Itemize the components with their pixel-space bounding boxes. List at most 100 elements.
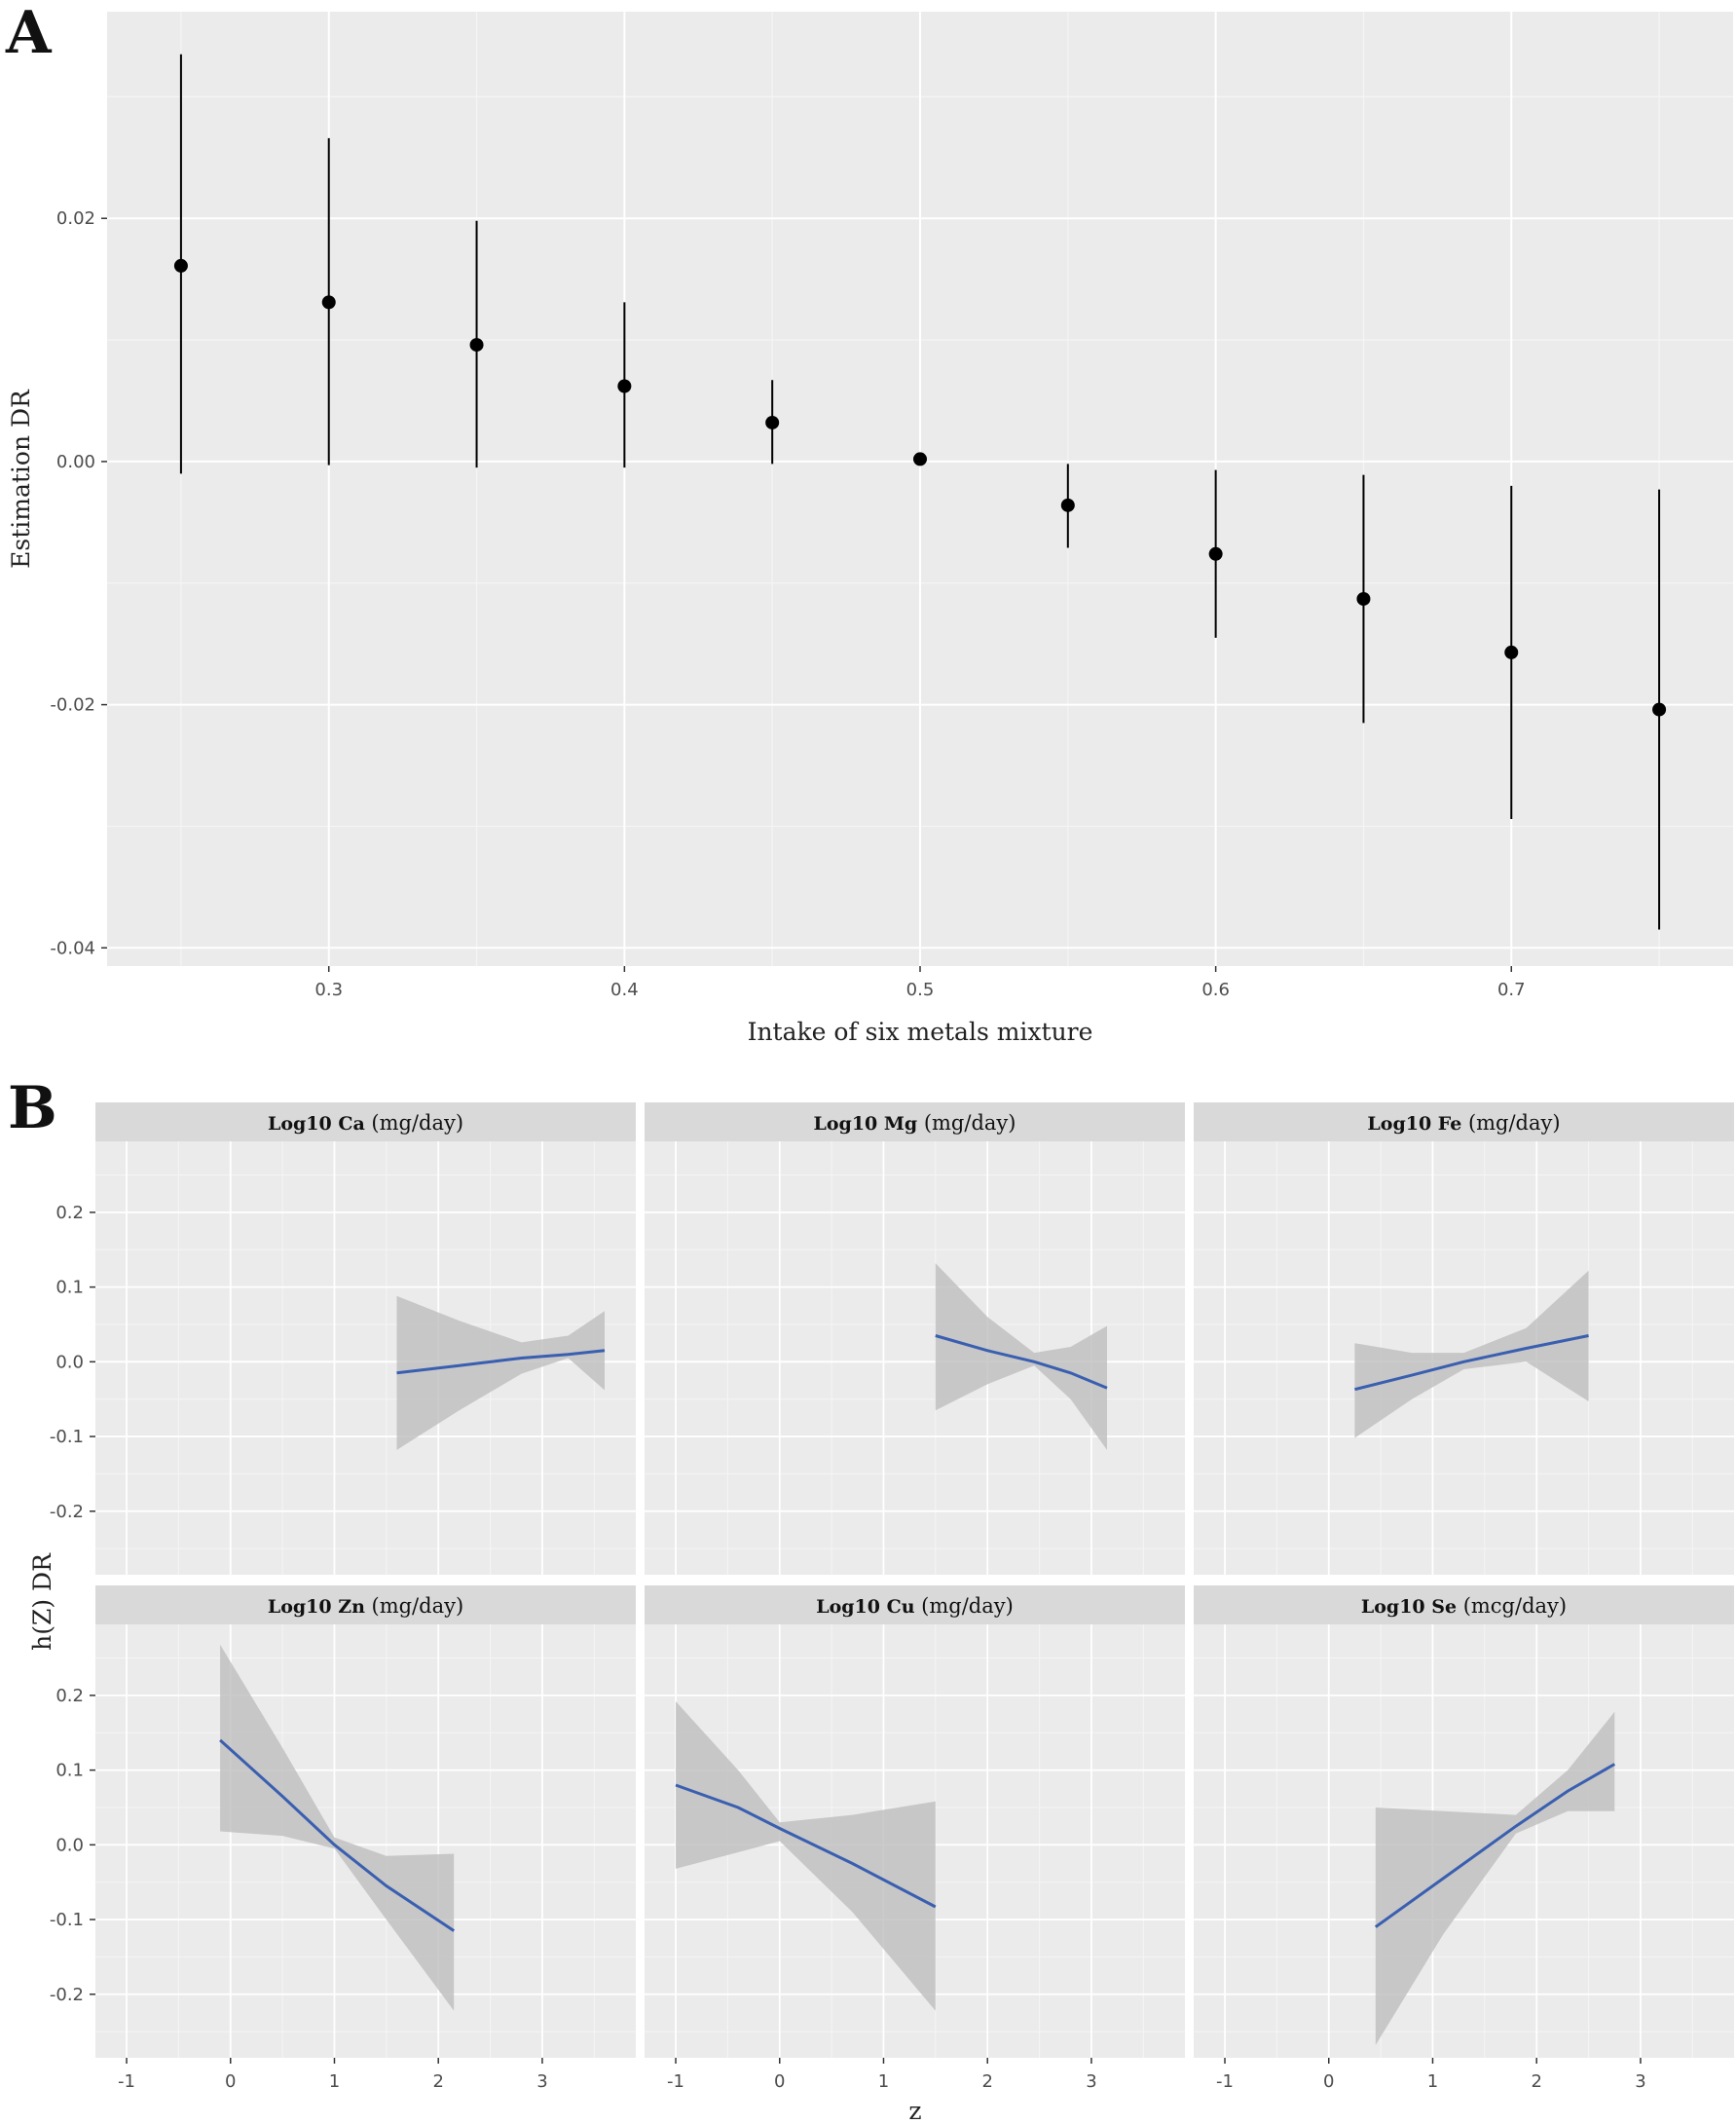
x-tick-label: 0.7 [1497, 980, 1526, 1000]
x-tick-label: 3 [1635, 2071, 1645, 2092]
y-tick-label: 0.0 [55, 1352, 84, 1372]
facet-strip-label: Log10 Fe (mg/day) [1367, 1111, 1560, 1135]
x-tick-label: 2 [1531, 2071, 1541, 2092]
facet-strip-label: Log10 Mg (mg/day) [814, 1111, 1016, 1135]
x-tick-label: 1 [329, 2071, 340, 2092]
facet-plot-area [95, 1624, 636, 2058]
facet-strip [1194, 1585, 1734, 1624]
facet-log10-fe: Log10 Fe (mg/day) [1194, 1102, 1734, 1575]
data-point [469, 338, 484, 353]
facet-log10-cu: Log10 Cu (mg/day) [645, 1585, 1185, 2058]
panel-b-y-axis-title: h(Z) DR [28, 1552, 56, 1651]
facet-strip-label: Log10 Zn (mg/day) [268, 1594, 463, 1618]
x-tick-label: 1 [1427, 2071, 1438, 2092]
facet-element: Log10 Ca [268, 1113, 371, 1135]
y-tick-label: -0.2 [50, 1502, 84, 1522]
facet-unit: (mg/day) [921, 1594, 1014, 1618]
confidence-band [676, 1701, 936, 2011]
panel-a-chart: 0.3 0.4 0.5 0.6 0.7 0.02 0.00 -0.02 -0.04 Intake… [7, 12, 1733, 1046]
y-tick-label: 0.02 [56, 208, 95, 229]
facet-strip [645, 1102, 1185, 1141]
data-point [913, 452, 927, 466]
facet-strip [645, 1585, 1185, 1624]
data-point [173, 258, 188, 273]
y-tick-label: -0.04 [50, 938, 95, 958]
facet-strip [1194, 1102, 1734, 1141]
series-line [1374, 1763, 1616, 1928]
panel-a-x-axis-title: Intake of six metals mixture [748, 1018, 1093, 1046]
data-point [1652, 702, 1667, 717]
facet-element: Log10 Cu [816, 1596, 921, 1618]
x-tick-label: 3 [536, 2071, 547, 2092]
x-tick-label: 0.5 [906, 980, 935, 1000]
x-tick-label: 0.3 [314, 980, 343, 1000]
series-line [675, 1783, 937, 1909]
panel-b-x-ticks: -1 0 1 2 3 -1 0 1 2 3 -1 0 1 2 3 [118, 2058, 1646, 2092]
y-tick-label: -0.1 [50, 1427, 84, 1447]
facet-log10-zn: Log10 Zn (mg/day) [95, 1585, 636, 2058]
y-tick-label: 0.00 [56, 452, 95, 472]
facet-element: Log10 Fe [1367, 1113, 1468, 1135]
x-tick-label: 2 [432, 2071, 443, 2092]
data-point [1208, 546, 1223, 561]
panel-a-marks [173, 54, 1667, 930]
panel-a-ticks: 0.3 0.4 0.5 0.6 0.7 0.02 0.00 -0.02 -0.04 [50, 208, 1525, 1000]
facet-log10-se: Log10 Se (mcg/day) [1194, 1585, 1734, 2058]
series-line [219, 1738, 456, 1932]
x-tick-label: 0 [225, 2071, 236, 2092]
data-point [1060, 498, 1075, 512]
x-tick-label: 2 [981, 2071, 992, 2092]
facet-log10-ca: Log10 Ca (mg/day) [95, 1102, 636, 1575]
confidence-band [935, 1263, 1107, 1450]
panel-a-y-axis-title: Estimation DR [7, 389, 35, 569]
data-point [765, 415, 780, 429]
series-line [396, 1349, 606, 1375]
facet-strip [95, 1585, 636, 1624]
y-tick-label: -0.02 [50, 695, 95, 716]
y-tick-label: 0.1 [55, 1278, 84, 1298]
series-line [935, 1334, 1108, 1390]
panel-b-chart: Log10 Ca (mg/day) Log10 Mg (mg/day) Log10 … [28, 1102, 1734, 2124]
data-point [1504, 645, 1519, 659]
x-tick-label: 3 [1086, 2071, 1096, 2092]
x-tick-label: -1 [118, 2071, 135, 2092]
x-tick-label: 1 [878, 2071, 889, 2092]
confidence-band [1354, 1270, 1589, 1438]
y-tick-label: 0.0 [55, 1835, 84, 1855]
y-tick-label: -0.1 [50, 1910, 84, 1930]
facet-strip-label: Log10 Se (mcg/day) [1361, 1594, 1567, 1618]
facet-strip-label: Log10 Cu (mg/day) [816, 1594, 1014, 1618]
panel-a-letter: A [5, 0, 53, 67]
panel-b-y-ticks: 0.2 0.1 0.0 -0.1 -0.2 0.2 0.1 0.0 -0.1 -0.2 [50, 1203, 95, 2005]
facet-log10-mg: Log10 Mg (mg/day) [645, 1102, 1185, 1575]
facet-strip-label: Log10 Ca (mg/day) [268, 1111, 463, 1135]
x-tick-label: 0.6 [1201, 980, 1230, 1000]
data-point [321, 295, 336, 310]
x-tick-label: -1 [1216, 2071, 1234, 2092]
facet-element: Log10 Mg [814, 1113, 924, 1135]
panel-b-facets: Log10 Ca (mg/day) Log10 Mg (mg/day) Log10 … [95, 1102, 1734, 2058]
data-point [1356, 591, 1371, 606]
x-tick-label: -1 [667, 2071, 684, 2092]
confidence-band [1375, 1711, 1615, 2045]
y-tick-label: 0.1 [55, 1761, 84, 1781]
panel-b-x-axis-title: z [908, 2097, 921, 2124]
y-tick-label: 0.2 [55, 1686, 84, 1706]
data-point [617, 379, 632, 393]
facet-unit: (mcg/day) [1463, 1594, 1567, 1618]
x-tick-label: 0.4 [610, 980, 639, 1000]
facet-unit: (mg/day) [372, 1594, 464, 1618]
x-tick-label: 0 [774, 2071, 785, 2092]
y-tick-label: 0.2 [55, 1203, 84, 1223]
x-tick-label: 0 [1323, 2071, 1334, 2092]
facet-unit: (mg/day) [1468, 1111, 1561, 1135]
confidence-band [220, 1644, 455, 2011]
series-line [1354, 1334, 1589, 1392]
facet-unit: (mg/day) [924, 1111, 1016, 1135]
panel-b-letter: B [8, 1074, 57, 1142]
facet-element: Log10 Zn [268, 1596, 372, 1618]
confidence-band [396, 1295, 605, 1450]
facet-strip [95, 1102, 636, 1141]
y-tick-label: -0.2 [50, 1985, 84, 2005]
